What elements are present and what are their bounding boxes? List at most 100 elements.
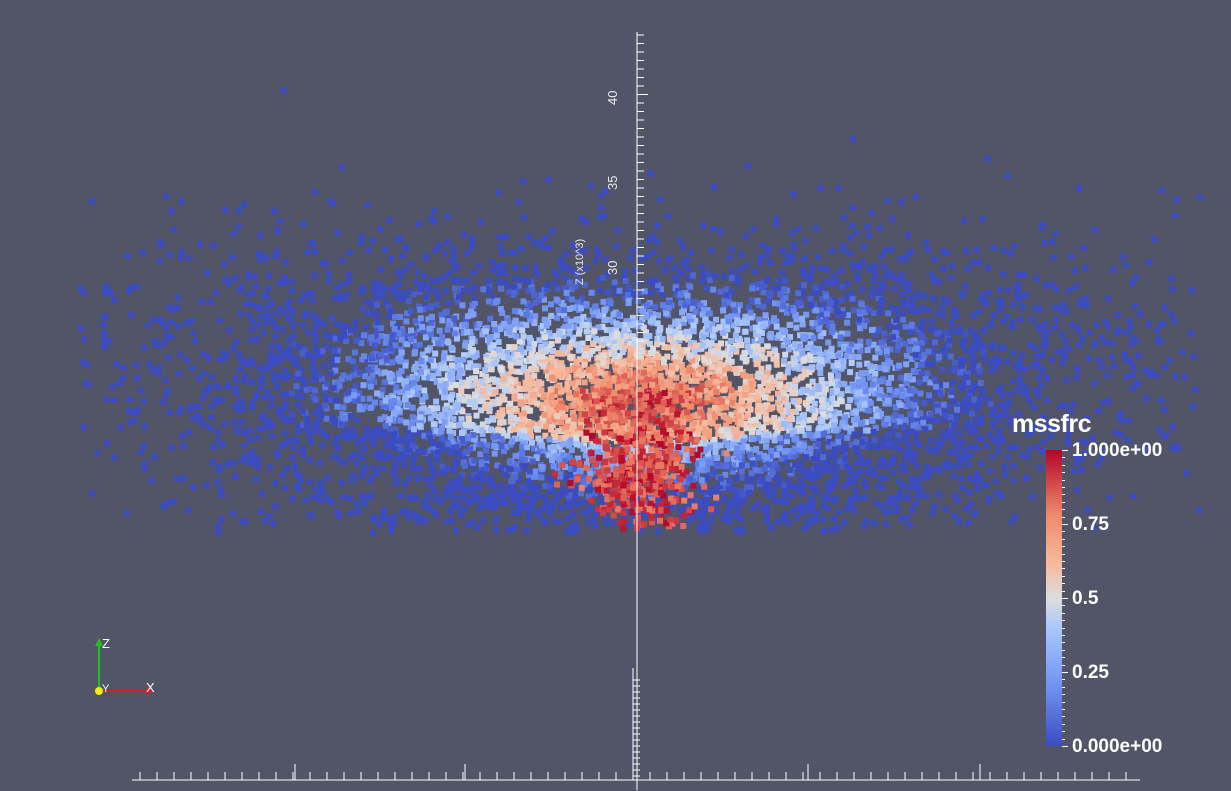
particle-point	[294, 361, 301, 368]
particle-point	[875, 295, 882, 301]
particle-point	[604, 418, 611, 425]
particle-point	[472, 493, 479, 500]
particle-point	[742, 233, 749, 240]
particle-point	[414, 391, 421, 398]
particle-point	[820, 528, 827, 535]
particle-point	[682, 484, 689, 491]
particle-point	[872, 263, 879, 270]
particle-point	[814, 432, 821, 439]
particle-point	[853, 459, 860, 466]
particle-point	[867, 374, 873, 381]
particle-point	[867, 443, 874, 450]
particle-point	[621, 514, 628, 521]
particle-point	[432, 247, 439, 254]
particle-point	[1100, 399, 1107, 406]
particle-point	[111, 454, 118, 461]
particle-point	[421, 281, 428, 288]
particle-point	[333, 335, 339, 342]
particle-point	[1014, 294, 1021, 301]
particle-point	[615, 430, 622, 437]
particle-point	[472, 391, 478, 398]
particle-point	[826, 438, 833, 445]
particle-point	[743, 263, 749, 269]
particle-point	[799, 468, 806, 475]
particle-point	[572, 492, 579, 499]
particle-point	[1004, 286, 1011, 293]
particle-point	[155, 370, 162, 377]
particle-point	[277, 218, 284, 225]
particle-point	[454, 357, 461, 364]
particle-point	[210, 242, 217, 249]
particle-point	[262, 394, 268, 401]
particle-point	[328, 396, 335, 403]
particle-point	[1082, 439, 1089, 446]
particle-point	[999, 392, 1006, 399]
particle-point	[793, 351, 800, 358]
particle-point	[495, 412, 502, 419]
particle-point	[845, 403, 852, 410]
particle-point	[589, 347, 596, 354]
particle-point	[126, 288, 133, 294]
particle-point	[493, 527, 500, 534]
particle-point	[529, 357, 536, 364]
particle-point	[284, 391, 291, 397]
particle-point	[654, 239, 661, 246]
particle-point	[388, 287, 395, 294]
particle-point	[1041, 240, 1048, 246]
particle-point	[795, 226, 802, 232]
particle-point	[735, 507, 741, 514]
particle-point	[829, 389, 836, 396]
particle-point	[723, 286, 730, 293]
particle-point	[698, 382, 705, 389]
particle-point	[374, 326, 381, 333]
particle-point	[507, 413, 514, 420]
particle-point	[134, 375, 141, 382]
particle-point	[680, 456, 687, 463]
particle-point	[521, 504, 528, 511]
particle-point	[600, 312, 607, 319]
particle-point	[345, 271, 352, 278]
particle-point	[394, 293, 401, 300]
particle-point	[536, 513, 543, 520]
particle-point	[285, 438, 292, 445]
particle-point	[726, 477, 733, 484]
particle-point	[278, 443, 285, 450]
particle-point	[715, 430, 722, 437]
particle-point	[207, 424, 214, 431]
particle-point	[267, 403, 274, 410]
particle-point	[561, 312, 568, 319]
particle-point	[346, 495, 353, 502]
particle-point	[933, 388, 940, 395]
particle-point	[388, 256, 394, 263]
particle-point	[910, 457, 917, 464]
particle-point	[216, 317, 223, 324]
particle-point	[606, 339, 613, 346]
particle-point	[274, 373, 281, 380]
particle-point	[1065, 441, 1072, 447]
particle-point	[1093, 322, 1100, 328]
particle-point	[390, 470, 397, 477]
particle-point	[417, 318, 424, 325]
particle-point	[421, 374, 428, 381]
particle-point	[257, 232, 264, 239]
particle-point	[809, 345, 816, 352]
particle-point	[141, 461, 148, 467]
particle-point	[382, 340, 389, 346]
particle-point	[292, 355, 299, 362]
particle-point	[543, 234, 549, 241]
particle-point	[1073, 454, 1080, 461]
particle-point	[532, 264, 539, 271]
particle-point	[859, 286, 866, 293]
particle-point	[1125, 417, 1132, 424]
particle-point	[1014, 387, 1021, 394]
particle-point	[498, 412, 505, 418]
particle-point	[839, 307, 846, 314]
particle-point	[116, 380, 123, 387]
particle-point	[313, 318, 320, 325]
particle-point	[673, 374, 680, 381]
particle-point	[863, 317, 870, 324]
particle-point	[475, 262, 482, 269]
particle-point	[552, 388, 558, 395]
